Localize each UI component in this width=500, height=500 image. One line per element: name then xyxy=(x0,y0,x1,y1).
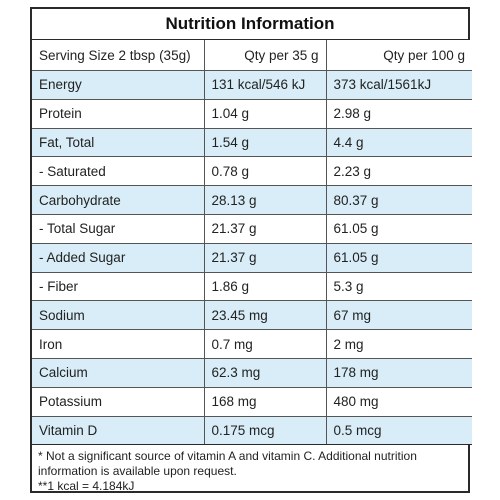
footnote-energy-conversion: **1 kcal = 4.184kJ xyxy=(38,479,135,494)
table-row: Iron 0.7 mg 2 mg xyxy=(32,329,472,359)
table-row: Protein 1.04 g 2.98 g xyxy=(32,99,472,129)
qty-per-35g: 131 kcal/546 kJ xyxy=(204,70,327,100)
qty-per-35g: 1.86 g xyxy=(204,272,327,302)
table-row: - Saturated 0.78 g 2.23 g xyxy=(32,156,472,187)
nutrient-name: - Fiber xyxy=(32,272,205,302)
table-row: Calcium 62.3 mg 178 mg xyxy=(32,358,472,388)
qty-per-35g: 62.3 mg xyxy=(204,358,327,388)
table-row: - Fiber 1.86 g 5.3 g xyxy=(32,272,472,302)
nutrition-table: Serving Size 2 tbsp (35g) Qty per 35 g Q… xyxy=(32,40,472,446)
nutrient-rows: Energy 131 kcal/546 kJ 373 kcal/1561kJ P… xyxy=(32,70,472,446)
nutrient-name: - Total Sugar xyxy=(32,214,205,244)
qty-per-35g: 0.175 mcg xyxy=(204,416,327,446)
qty-per-100g: 80.37 g xyxy=(326,185,472,215)
qty-per-100g-header: Qty per 100 g xyxy=(326,40,472,71)
footnotes: * Not a significant source of vitamin A … xyxy=(32,445,468,494)
nutrient-name: Calcium xyxy=(32,358,205,388)
nutrition-panel: Nutrition Information Serving Size 2 tbs… xyxy=(30,7,472,494)
panel-title: Nutrition Information xyxy=(32,9,468,40)
footnote-vitamins: * Not a significant source of vitamin A … xyxy=(38,449,417,479)
qty-per-100g: 61.05 g xyxy=(326,243,472,273)
table-row: Vitamin D 0.175 mcg 0.5 mcg xyxy=(32,416,472,446)
qty-per-100g: 2.23 g xyxy=(326,156,472,187)
qty-per-100g: 61.05 g xyxy=(326,214,472,244)
qty-per-35g: 1.54 g xyxy=(204,128,327,158)
qty-per-35g: 28.13 g xyxy=(204,185,327,215)
qty-per-100g: 0.5 mcg xyxy=(326,416,472,446)
nutrient-name: Sodium xyxy=(32,300,205,331)
nutrient-name: Potassium xyxy=(32,387,205,417)
qty-per-35g: 168 mg xyxy=(204,387,327,417)
nutrient-name: Carbohydrate xyxy=(32,185,205,215)
header-row: Serving Size 2 tbsp (35g) Qty per 35 g Q… xyxy=(32,40,472,71)
qty-per-35g: 0.7 mg xyxy=(204,329,327,359)
qty-per-100g: 4.4 g xyxy=(326,128,472,158)
qty-per-35g: 0.78 g xyxy=(204,156,327,187)
qty-per-100g: 2 mg xyxy=(326,329,472,359)
qty-per-100g: 373 kcal/1561kJ xyxy=(326,70,472,100)
table-row: Fat, Total 1.54 g 4.4 g xyxy=(32,128,472,158)
table-row: Sodium 23.45 mg 67 mg xyxy=(32,300,472,331)
qty-per-100g: 67 mg xyxy=(326,300,472,331)
nutrient-name: Fat, Total xyxy=(32,128,205,158)
qty-per-35g: 21.37 g xyxy=(204,214,327,244)
qty-per-100g: 480 mg xyxy=(326,387,472,417)
qty-per-35g: 23.45 mg xyxy=(204,300,327,331)
table-row: - Added Sugar 21.37 g 61.05 g xyxy=(32,243,472,273)
qty-per-100g: 2.98 g xyxy=(326,99,472,129)
nutrient-name: Iron xyxy=(32,329,205,359)
table-row: - Total Sugar 21.37 g 61.05 g xyxy=(32,214,472,244)
table-row: Energy 131 kcal/546 kJ 373 kcal/1561kJ xyxy=(32,70,472,100)
serving-size-header: Serving Size 2 tbsp (35g) xyxy=(32,40,205,71)
table-row: Potassium 168 mg 480 mg xyxy=(32,387,472,417)
qty-per-100g: 178 mg xyxy=(326,358,472,388)
nutrient-name: Vitamin D xyxy=(32,416,205,446)
qty-per-100g: 5.3 g xyxy=(326,272,472,302)
qty-per-35g: 1.04 g xyxy=(204,99,327,129)
nutrient-name: - Saturated xyxy=(32,156,205,187)
nutrient-name: Energy xyxy=(32,70,205,100)
nutrient-name: - Added Sugar xyxy=(32,243,205,273)
qty-per-35g: 21.37 g xyxy=(204,243,327,273)
nutrient-name: Protein xyxy=(32,99,205,129)
table-row: Carbohydrate 28.13 g 80.37 g xyxy=(32,185,472,215)
qty-per-35g-header: Qty per 35 g xyxy=(204,40,327,71)
